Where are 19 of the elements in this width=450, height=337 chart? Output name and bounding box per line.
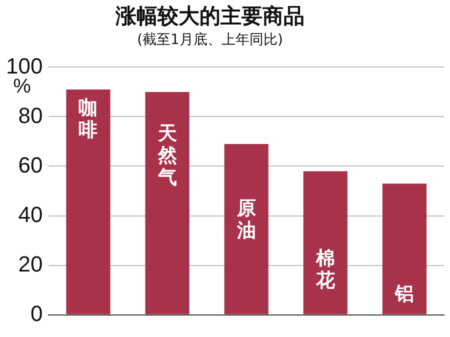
bar <box>145 92 190 314</box>
x-tick-label: 咖啡 <box>78 96 98 141</box>
chart-subtitle: (截至1月底、上年同比) <box>136 31 284 49</box>
y-tick-label: 40 <box>18 202 43 227</box>
bar <box>224 144 268 314</box>
y-tick-label: 60 <box>18 152 43 178</box>
y-tick-label: 0 <box>30 300 43 326</box>
x-tick-label: 原油 <box>236 197 256 242</box>
x-tick-label: 棉花 <box>314 248 336 292</box>
x-tick-label: 天然气 <box>156 122 178 188</box>
y-tick-label: 20 <box>18 251 43 276</box>
bar <box>382 184 427 314</box>
bar <box>66 89 110 314</box>
y-axis-title: % <box>13 76 32 98</box>
x-tick-label: 铝 <box>394 283 414 306</box>
y-tick-label: 80 <box>18 102 43 128</box>
bar <box>303 171 348 314</box>
chart-title: 涨幅较大的主要商品 <box>114 3 306 30</box>
y-tick-label: 100 <box>6 53 43 78</box>
